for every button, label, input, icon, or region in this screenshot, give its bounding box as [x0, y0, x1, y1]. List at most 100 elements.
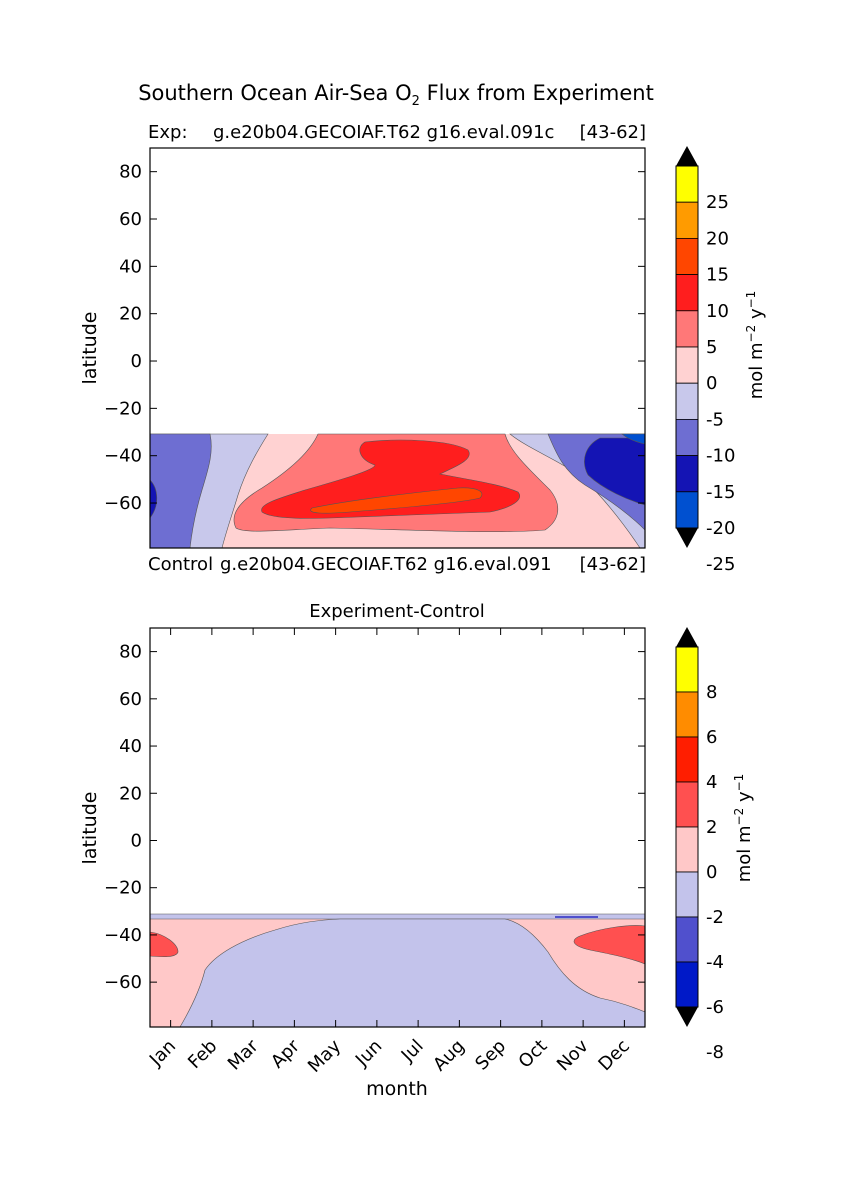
top-colorbar-tick-label: -15 [706, 482, 735, 503]
top-colorbar-swatch [675, 165, 699, 203]
bottom-colorbar-tick-label: -2 [706, 907, 724, 928]
top-colorbar-frame [675, 165, 699, 529]
bottom-colorbar-tick-label: -8 [706, 1042, 724, 1063]
bottom-colorbar-swatch [675, 691, 699, 738]
top-title-right: [43-62] [580, 122, 646, 143]
top-ytick-label: 20 [119, 304, 142, 325]
bottom-y-ticks: 80 60 40 20 0 −20 −40 −60 [104, 642, 645, 993]
bottom-colorbar-tick-label: 8 [706, 682, 717, 703]
bottom-ytick-label: 0 [131, 830, 142, 851]
bottom-colorbar-swatch [675, 916, 699, 963]
bottom-colorbar-swatch [675, 781, 699, 828]
bottom-colorbar: 8 6 4 2 0 -2 -4 -6 -8 [675, 627, 724, 1063]
bottom-xtick-label: Jun [351, 1036, 386, 1071]
bottom-contour-field [150, 913, 645, 1027]
bottom-xtick-label: Aug [429, 1036, 469, 1076]
bottom-xtick-label: Nov [553, 1035, 593, 1075]
top-colorbar-extend-max [676, 146, 698, 166]
bottom-xtick-label: Jan [145, 1036, 180, 1071]
top-colorbar-swatch [675, 491, 699, 529]
top-colorbar-tick-label: -25 [706, 554, 735, 575]
bottom-fill-neg0 [179, 918, 645, 1027]
top-fill-neg20-right [621, 433, 645, 445]
top-colorbar: 25 20 15 10 5 0 -5 -10 -15 -20 -25 [675, 146, 735, 575]
bottom-colorbar-extend-min [676, 1007, 698, 1027]
bottom-colorbar-tick-label: 4 [706, 772, 717, 793]
bottom-colorbar-tick-label: 0 [706, 862, 717, 883]
bottom-xlabel: month [366, 1078, 428, 1100]
bottom-xtick-label: Mar [224, 1035, 263, 1074]
top-fill-neg10-left [150, 433, 212, 548]
top-axes-frame [149, 147, 646, 549]
top-colorbar-tick-label: 10 [706, 301, 729, 322]
bottom-ylabel: latitude [79, 792, 101, 865]
bottom-xtick-label: Dec [594, 1036, 633, 1075]
bottom-fill-pos2-right [573, 925, 645, 965]
bottom-ytick-label: 20 [119, 783, 142, 804]
bottom-fill-neg2-blip [555, 916, 598, 918]
top-ylabel: latitude [79, 312, 101, 385]
top-ytick-label: −40 [104, 446, 142, 467]
bottom-ytick-label: −40 [104, 925, 142, 946]
bottom-ytick-label: 40 [119, 736, 142, 757]
top-colorbar-tick-label: -10 [706, 446, 735, 467]
top-footer-mid: g.e20b04.GECOIAF.T62 g16.eval.091 [220, 554, 552, 575]
bottom-xtick-label: Oct [515, 1036, 552, 1073]
figure-title: Southern Ocean Air-Sea O2 Flux from Expe… [138, 81, 654, 109]
bottom-colorbar-frame [675, 646, 699, 1008]
top-fill-pos15 [310, 487, 483, 514]
top-colorbar-tick-label: 25 [706, 192, 729, 213]
top-title-mid: g.e20b04.GECOIAF.T62 g16.eval.091c [213, 122, 554, 143]
top-colorbar-swatch [675, 274, 699, 312]
top-contour-field [150, 433, 645, 548]
top-colorbar-label: mol m−2 y−1 [744, 291, 767, 400]
top-title-left: Exp: [148, 122, 188, 143]
bottom-colorbar-swatch [675, 826, 699, 873]
top-colorbar-swatch [675, 310, 699, 348]
bottom-ytick-label: 60 [119, 689, 142, 710]
top-colorbar-swatch [675, 382, 699, 420]
top-colorbar-swatch [675, 237, 699, 275]
bottom-colorbar-tick-label: -4 [706, 952, 724, 973]
bottom-xtick-label: Feb [184, 1036, 221, 1073]
bottom-xtick-label: May [304, 1035, 345, 1076]
top-colorbar-swatch [675, 455, 699, 493]
top-colorbar-tick-label: 20 [706, 228, 729, 249]
bottom-colorbar-swatch [675, 736, 699, 783]
top-colorbar-swatch [675, 418, 699, 456]
bottom-colorbar-tick-label: -6 [706, 997, 724, 1018]
bottom-xtick-label: Apr [267, 1035, 304, 1072]
top-footer-left: Control [148, 554, 213, 575]
bottom-colorbar-tick-label: 2 [706, 817, 717, 838]
top-colorbar-swatch [675, 201, 699, 239]
top-colorbar-tick-label: 15 [706, 265, 729, 286]
top-ytick-label: −20 [104, 398, 142, 419]
top-ytick-label: −60 [104, 493, 142, 514]
bottom-ytick-label: −60 [104, 972, 142, 993]
bottom-ytick-label: −20 [104, 878, 142, 899]
top-panel: Exp: g.e20b04.GECOIAF.T62 g16.eval.091c … [79, 122, 767, 575]
top-colorbar-tick-label: 5 [706, 337, 717, 358]
top-colorbar-tick-label: -20 [706, 518, 735, 539]
top-colorbar-tick-label: -5 [706, 409, 724, 430]
bottom-axes-frame [149, 627, 646, 1028]
top-ytick-label: 0 [131, 351, 142, 372]
bottom-colorbar-tick-label: 6 [706, 727, 717, 748]
bottom-colorbar-swatch [675, 871, 699, 918]
bottom-colorbar-swatch [675, 646, 699, 693]
bottom-title: Experiment-Control [309, 601, 485, 622]
bottom-ytick-label: 80 [119, 642, 142, 663]
bottom-xtick-label: Sep [471, 1036, 510, 1075]
top-colorbar-extend-min [676, 528, 698, 548]
bottom-colorbar-extend-max [676, 627, 698, 647]
top-y-ticks: 80 60 40 20 0 −20 −40 −60 [104, 162, 645, 514]
top-ytick-label: 40 [119, 256, 142, 277]
bottom-colorbar-label: mol m−2 y−1 [732, 774, 755, 883]
bottom-fill-pos2-left [150, 931, 179, 958]
bottom-xtick-label: Jul [397, 1036, 428, 1067]
top-colorbar-tick-label: 0 [706, 373, 717, 394]
top-ytick-label: 80 [119, 162, 142, 183]
top-footer-right: [43-62] [580, 554, 646, 575]
top-colorbar-swatch [675, 346, 699, 384]
